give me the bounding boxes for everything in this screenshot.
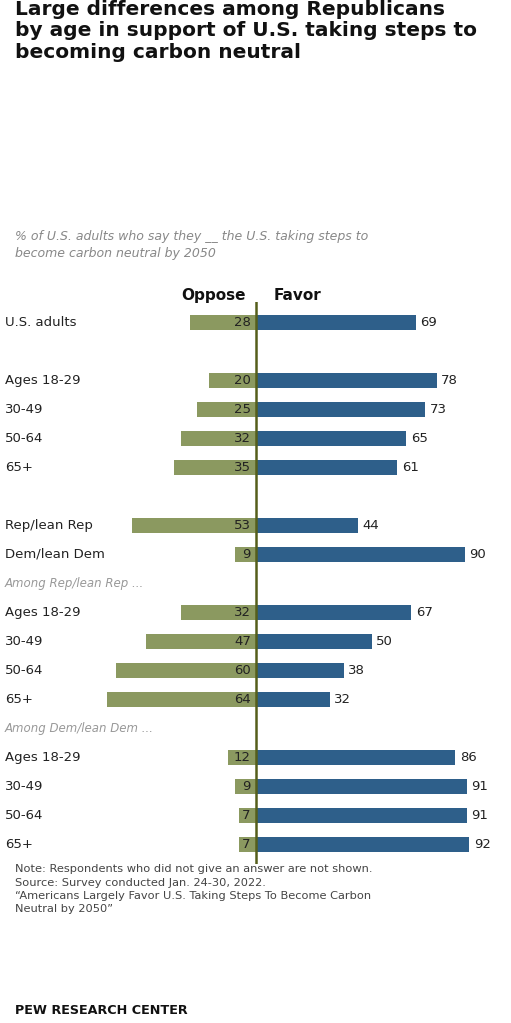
Text: Ages 18-29: Ages 18-29: [5, 373, 80, 387]
Text: 91: 91: [472, 780, 489, 793]
Bar: [239, 807, 256, 822]
Text: 91: 91: [472, 808, 489, 821]
Text: 7: 7: [242, 808, 251, 821]
Bar: [256, 314, 416, 329]
Bar: [256, 402, 425, 416]
Text: 9: 9: [243, 547, 251, 561]
Bar: [256, 633, 371, 649]
Text: 32: 32: [234, 606, 251, 619]
Bar: [191, 314, 256, 329]
Text: 65+: 65+: [5, 460, 33, 474]
Bar: [181, 431, 256, 446]
Bar: [256, 692, 330, 707]
Bar: [107, 692, 256, 707]
Text: 47: 47: [234, 634, 251, 648]
Text: 65+: 65+: [5, 693, 33, 706]
Text: 53: 53: [234, 519, 251, 532]
Text: 28: 28: [234, 315, 251, 328]
Bar: [181, 605, 256, 620]
Text: 65: 65: [411, 432, 428, 445]
Bar: [116, 663, 256, 677]
Bar: [256, 779, 467, 794]
Text: 92: 92: [474, 838, 491, 851]
Bar: [256, 372, 437, 388]
Text: 65+: 65+: [5, 838, 33, 851]
Bar: [146, 633, 256, 649]
Text: 7: 7: [242, 838, 251, 851]
Text: 35: 35: [234, 460, 251, 474]
Text: 90: 90: [469, 547, 486, 561]
Text: Oppose: Oppose: [181, 288, 246, 303]
Text: 50: 50: [376, 634, 393, 648]
Bar: [235, 779, 256, 794]
Text: Ages 18-29: Ages 18-29: [5, 751, 80, 763]
Text: 69: 69: [421, 315, 437, 328]
Text: Large differences among Republicans
by age in support of U.S. taking steps to
be: Large differences among Republicans by a…: [15, 0, 477, 61]
Text: 50-64: 50-64: [5, 432, 43, 445]
Text: 60: 60: [234, 664, 251, 676]
Text: Rep/lean Rep: Rep/lean Rep: [5, 519, 92, 532]
Text: 32: 32: [234, 432, 251, 445]
Text: 78: 78: [442, 373, 458, 387]
Bar: [227, 750, 256, 764]
Bar: [256, 431, 406, 446]
Bar: [174, 459, 256, 475]
Bar: [256, 518, 358, 533]
Text: Dem/lean Dem: Dem/lean Dem: [5, 547, 105, 561]
Bar: [256, 663, 344, 677]
Text: % of U.S. adults who say they __ the U.S. taking steps to
become carbon neutral : % of U.S. adults who say they __ the U.S…: [15, 230, 368, 260]
Text: 25: 25: [234, 403, 251, 415]
Text: 50-64: 50-64: [5, 808, 43, 821]
Bar: [256, 750, 455, 764]
Bar: [256, 459, 397, 475]
Text: 61: 61: [402, 460, 419, 474]
Bar: [197, 402, 256, 416]
Text: U.S. adults: U.S. adults: [5, 315, 76, 328]
Text: 67: 67: [416, 606, 433, 619]
Text: 20: 20: [234, 373, 251, 387]
Text: 64: 64: [234, 693, 251, 706]
Text: 30-49: 30-49: [5, 403, 43, 415]
Text: 12: 12: [234, 751, 251, 763]
Bar: [256, 837, 469, 852]
Text: 9: 9: [243, 780, 251, 793]
Bar: [209, 372, 256, 388]
Bar: [256, 605, 411, 620]
Text: Ages 18-29: Ages 18-29: [5, 606, 80, 619]
Bar: [132, 518, 256, 533]
Text: 30-49: 30-49: [5, 634, 43, 648]
Text: PEW RESEARCH CENTER: PEW RESEARCH CENTER: [15, 1004, 188, 1017]
Text: 86: 86: [460, 751, 477, 763]
Bar: [256, 807, 467, 822]
Bar: [239, 837, 256, 852]
Text: Among Dem/lean Dem ...: Among Dem/lean Dem ...: [5, 721, 154, 735]
Text: 38: 38: [349, 664, 365, 676]
Bar: [235, 546, 256, 562]
Text: 44: 44: [362, 519, 379, 532]
Text: Favor: Favor: [273, 288, 321, 303]
Text: 73: 73: [430, 403, 447, 415]
Text: 32: 32: [335, 693, 352, 706]
Bar: [256, 546, 464, 562]
Text: 30-49: 30-49: [5, 780, 43, 793]
Text: 50-64: 50-64: [5, 664, 43, 676]
Text: Among Rep/lean Rep ...: Among Rep/lean Rep ...: [5, 577, 144, 589]
Text: Note: Respondents who did not give an answer are not shown.
Source: Survey condu: Note: Respondents who did not give an an…: [15, 864, 373, 914]
